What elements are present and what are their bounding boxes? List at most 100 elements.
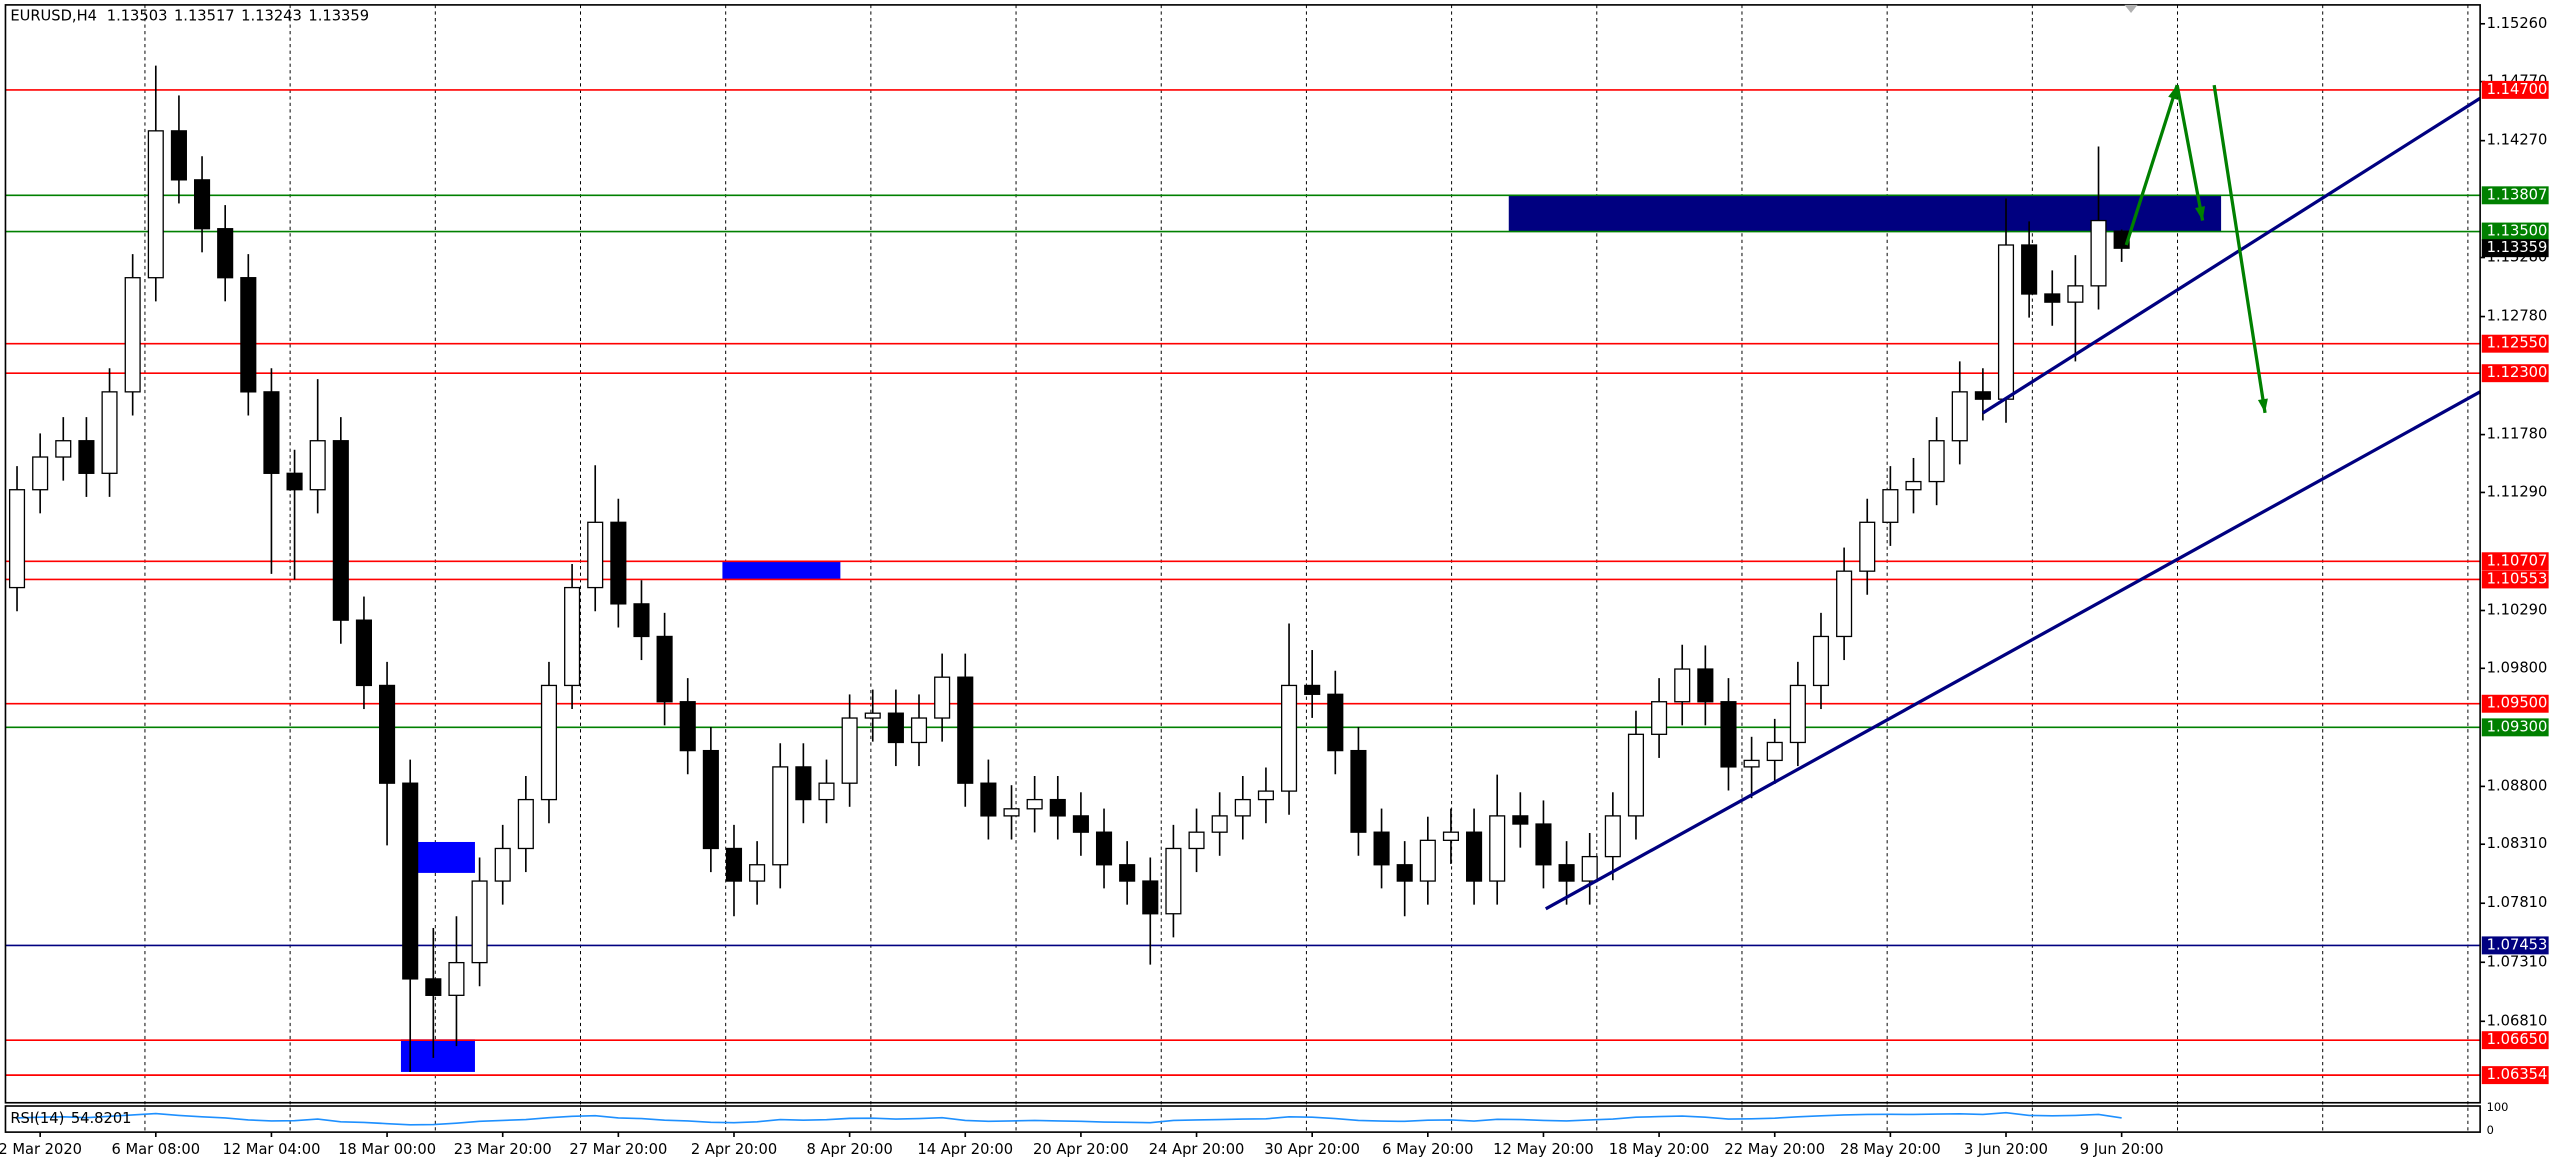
candle-body xyxy=(55,440,72,458)
candle-body xyxy=(170,130,187,181)
candle-body xyxy=(2021,244,2038,295)
candle-body xyxy=(1789,684,1806,744)
candle-body xyxy=(1188,831,1205,850)
level-label: 1.06650 xyxy=(2487,1031,2548,1048)
candle-body xyxy=(1928,440,1945,483)
x-tick-label: 14 Apr 20:00 xyxy=(917,1141,1013,1158)
candle-body xyxy=(1836,570,1853,638)
candle-body xyxy=(1396,864,1413,882)
candle-body xyxy=(1373,831,1390,866)
candle-body xyxy=(1165,847,1182,915)
candle-body xyxy=(1720,701,1737,768)
trend-line xyxy=(1544,390,2481,911)
candle-body xyxy=(1119,864,1136,882)
y-tick-label: 1.11290 xyxy=(2487,483,2548,500)
candle-body xyxy=(980,782,997,817)
candle-body xyxy=(633,603,650,638)
level-label-box xyxy=(2481,570,2549,589)
level-label: 1.10553 xyxy=(2487,570,2548,587)
x-tick-label: 6 Mar 08:00 xyxy=(111,1141,200,1158)
candle-body xyxy=(124,277,141,393)
level-label: 1.13500 xyxy=(2487,223,2548,240)
candle-body xyxy=(1882,489,1899,523)
x-tick-label: 27 Mar 20:00 xyxy=(569,1141,667,1158)
candle-body xyxy=(841,717,858,784)
arrow-line xyxy=(2212,84,2267,414)
candle-body xyxy=(1581,855,1598,882)
y-tick-label: 1.12780 xyxy=(2487,308,2548,325)
last-price-box xyxy=(2481,239,2549,258)
level-label-box xyxy=(2481,364,2549,383)
level-label: 1.13807 xyxy=(2487,186,2548,203)
y-tick-label: 1.14270 xyxy=(2487,132,2548,149)
zone xyxy=(1508,195,2222,232)
level-label: 1.09500 xyxy=(2487,695,2548,712)
candle-body xyxy=(1350,749,1367,833)
candle-body xyxy=(1535,823,1552,866)
candle-body xyxy=(78,440,95,474)
candle-body xyxy=(1234,798,1251,817)
level-label-box xyxy=(2481,694,2549,713)
candle-body xyxy=(355,619,372,687)
level-label: 1.10707 xyxy=(2487,552,2548,569)
x-tick-label: 3 Jun 20:00 xyxy=(1964,1141,2048,1158)
candle-body xyxy=(32,456,49,491)
rsi-name: RSI(14) xyxy=(10,1110,64,1127)
candle-body xyxy=(957,676,974,784)
y-tick-label: 1.11780 xyxy=(2487,426,2548,443)
level-label: 1.12550 xyxy=(2487,335,2548,352)
candle-body xyxy=(1627,733,1645,817)
x-tick-label: 12 Mar 04:00 xyxy=(222,1141,320,1158)
candle-body xyxy=(864,712,881,719)
level-label-box xyxy=(2481,552,2549,571)
candle-body xyxy=(332,440,349,621)
candle-body xyxy=(702,749,719,850)
candle-body xyxy=(1257,790,1274,801)
candle-body xyxy=(679,701,696,752)
candle-body xyxy=(1466,831,1483,882)
x-tick-label: 2 Mar 2020 xyxy=(0,1141,82,1158)
candle-body xyxy=(1049,798,1066,817)
level-label-box xyxy=(2481,80,2549,99)
rsi-line xyxy=(17,1111,2122,1126)
candle-body xyxy=(1743,759,1760,768)
level-label-box xyxy=(2481,1066,2549,1085)
y-tick-label: 1.06810 xyxy=(2487,1012,2548,1029)
x-tick-label: 28 May 20:00 xyxy=(1840,1141,1941,1158)
candle-body xyxy=(1697,668,1714,703)
candle-body xyxy=(1419,839,1436,882)
candle-body xyxy=(147,130,164,279)
candle-body xyxy=(1026,798,1043,810)
candle-body xyxy=(1859,521,1876,572)
candle-body xyxy=(2044,293,2061,303)
candle-body xyxy=(101,391,118,474)
x-tick-label: 6 May 20:00 xyxy=(1382,1141,1473,1158)
candle-body xyxy=(540,684,558,801)
header-low: 1.13243 xyxy=(241,7,302,24)
level-label-box xyxy=(2481,334,2549,353)
level-label: 1.12300 xyxy=(2487,364,2548,381)
rsi-frame xyxy=(4,1105,2481,1133)
candle-body xyxy=(402,782,419,980)
x-tick-label: 18 May 20:00 xyxy=(1609,1141,1710,1158)
candle-body xyxy=(1211,815,1228,833)
candle-body xyxy=(1905,480,1922,491)
x-tick-label: 9 Jun 20:00 xyxy=(2080,1141,2164,1158)
candle-body xyxy=(1327,693,1344,752)
y-tick-label: 1.08800 xyxy=(2487,777,2548,794)
arrow-line xyxy=(2124,84,2179,246)
candle-body xyxy=(1558,864,1575,882)
symbol: EURUSD,H4 xyxy=(10,7,97,24)
candle-body xyxy=(286,472,303,491)
candle-body xyxy=(1974,391,1991,400)
candle-body xyxy=(818,782,835,801)
candle-body xyxy=(1442,831,1459,841)
candle-body xyxy=(1003,808,1020,817)
x-tick-label: 30 Apr 20:00 xyxy=(1264,1141,1360,1158)
main-frame xyxy=(4,4,2481,1104)
x-tick-label: 18 Mar 00:00 xyxy=(338,1141,436,1158)
level-label-box xyxy=(2481,222,2549,241)
rsi-tick-label: 0 xyxy=(2487,1123,2494,1137)
